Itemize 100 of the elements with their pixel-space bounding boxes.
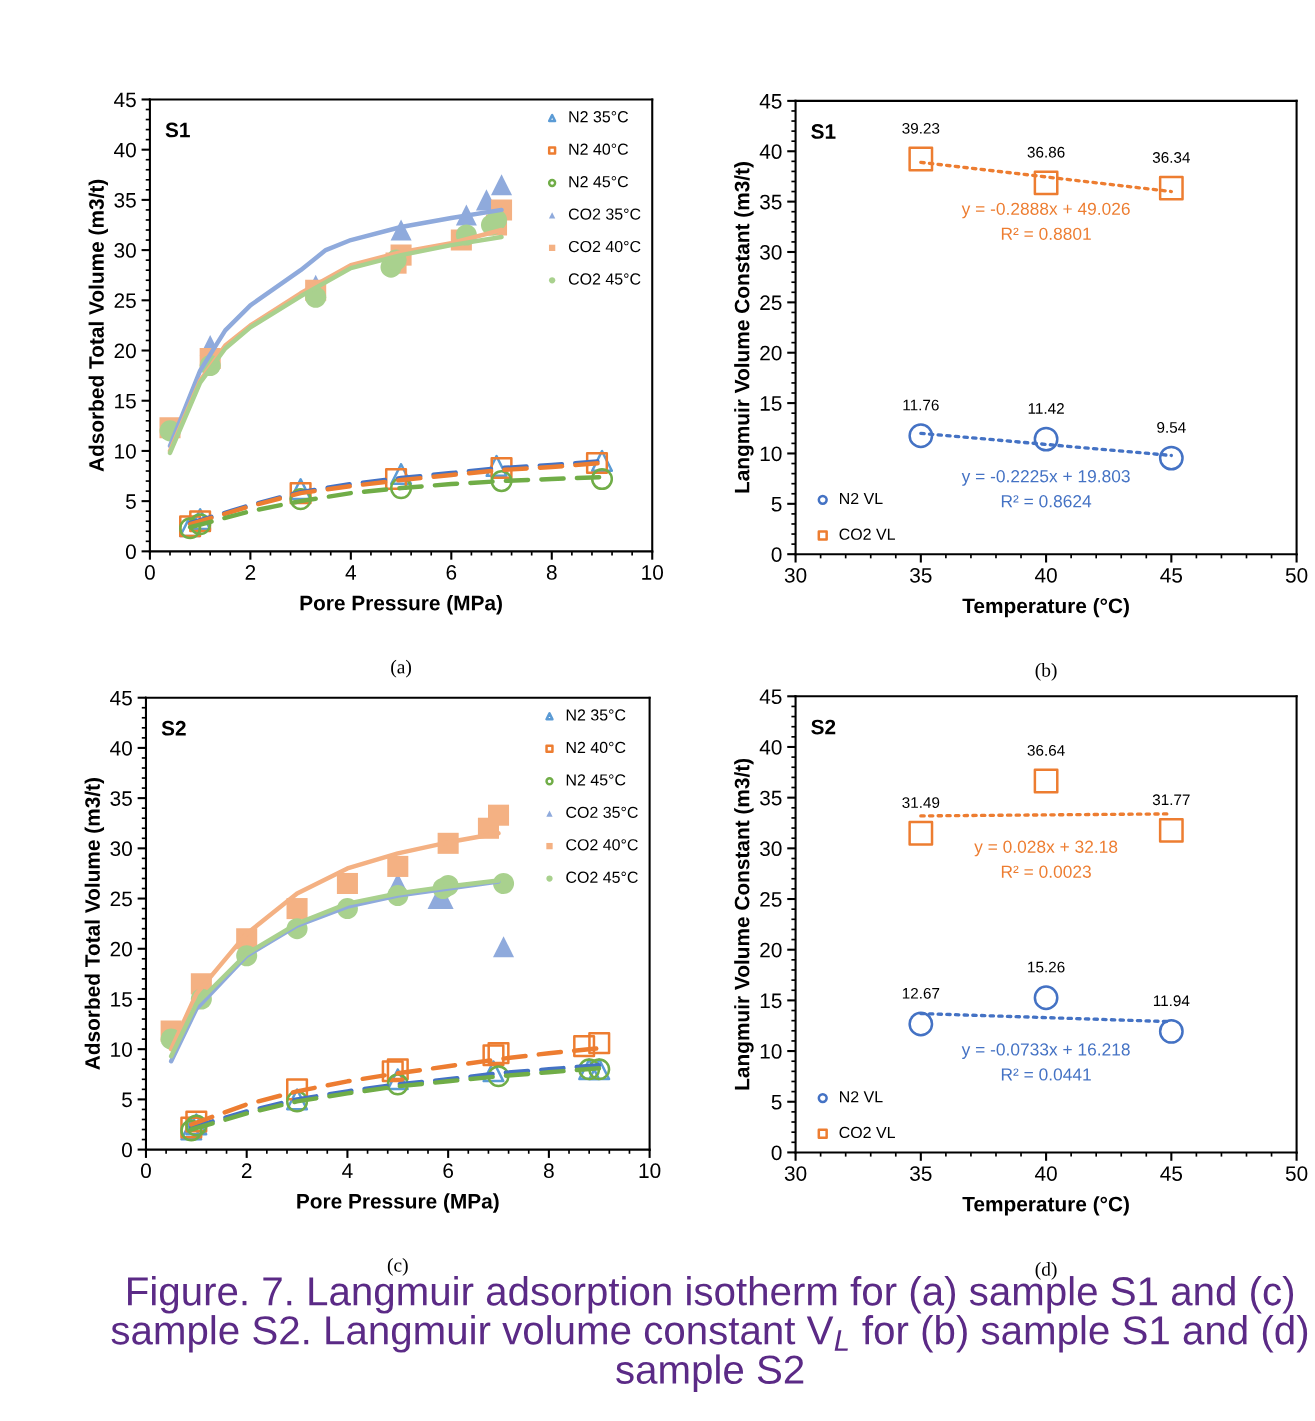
x-tick-label: 10	[642, 565, 664, 580]
annotation: S1	[165, 122, 190, 138]
y-tick-label: 15	[760, 993, 782, 1009]
y-tick-label: 35	[114, 192, 136, 208]
y-tick-label: 20	[114, 343, 136, 359]
data-label: 12.67	[902, 987, 940, 999]
data-label: 11.94	[1153, 995, 1190, 1007]
x-tick-label: 0	[144, 565, 155, 580]
y-tick-label: 35	[110, 791, 132, 806]
annotation: S1	[811, 124, 836, 139]
x-tick-label: 6	[443, 1163, 454, 1179]
legend-label: N2 45°C	[569, 175, 629, 188]
y-axis-title: Langmuir Volume Constant (m3/t)	[734, 758, 754, 1090]
x-tick-label: 40	[1034, 1166, 1057, 1181]
y-tick-label: 15	[111, 992, 132, 1007]
x-axis-title: Pore Pressure (MPa)	[297, 1193, 499, 1213]
x-axis-title: Temperature (°C)	[962, 1196, 1129, 1216]
y-tick-label: 25	[114, 293, 136, 309]
x-tick-label: 45	[1160, 1166, 1183, 1181]
x-tick-label: 50	[1285, 1166, 1308, 1181]
x-tick-label: 35	[910, 567, 932, 583]
x-tick-label: 30	[784, 1166, 807, 1181]
y-tick-label: 40	[759, 739, 782, 755]
annotation: S2	[811, 719, 836, 735]
data-label: 11.76	[903, 399, 939, 411]
text: (a)	[391, 659, 412, 678]
y-tick-label: 25	[110, 891, 132, 907]
annotation: R² = 0.8801	[1001, 227, 1091, 240]
legend-label: N2 40°C	[569, 143, 629, 155]
y-tick-label: 15	[115, 393, 136, 409]
data-label: 39.23	[902, 122, 940, 134]
annotation: R² = 0.8624	[1001, 495, 1092, 508]
x-tick-label: 50	[1285, 567, 1308, 583]
y-tick-label: 5	[771, 497, 782, 512]
x-tick-label: 8	[543, 1163, 554, 1179]
y-tick-label: 15	[760, 396, 782, 411]
y-tick-label: 20	[760, 345, 782, 361]
x-tick-label: 6	[446, 565, 457, 580]
y-tick-label: 5	[122, 1092, 132, 1108]
annotation: y = 0.028x + 32.18	[974, 840, 1118, 857]
data-label: 15.26	[1028, 961, 1065, 973]
y-tick-label: 25	[760, 295, 782, 311]
y-tick-label: 0	[125, 544, 136, 560]
legend-label: N2 VL	[840, 1091, 883, 1103]
x-tick-label: 0	[140, 1163, 151, 1179]
y-axis-title: Langmuir Volume Constant (m3/t)	[734, 162, 754, 493]
y-axis-title: Adsorbed Total Volume (m3/t)	[84, 778, 105, 1070]
y-tick-label: 45	[114, 92, 136, 108]
x-tick-label: 2	[245, 565, 256, 580]
y-tick-label: 45	[759, 689, 782, 705]
legend-label: CO2 45°C	[568, 273, 641, 285]
data-label: 11.42	[1028, 403, 1064, 414]
legend-label: N2 VL	[840, 492, 883, 505]
y-tick-label: 10	[760, 446, 782, 462]
text: (c)	[387, 1258, 408, 1276]
legend-label: N2 35°C	[569, 111, 629, 123]
x-tick-label: 4	[342, 1163, 353, 1178]
x-tick-label: 10	[639, 1163, 661, 1179]
y-tick-label: 35	[760, 194, 782, 210]
x-tick-label: 40	[1034, 567, 1057, 583]
y-tick-label: 0	[771, 1145, 782, 1161]
y-tick-label: 10	[760, 1044, 782, 1059]
y-tick-label: 30	[114, 243, 136, 258]
text: (b)	[1035, 663, 1057, 681]
y-axis-title: Adsorbed Total Volume (m3/t)	[88, 179, 108, 472]
x-tick-label: 30	[784, 567, 807, 583]
y-tick-label: 25	[760, 892, 782, 907]
data-label: 36.34	[1152, 152, 1191, 163]
data-label: 31.77	[1152, 794, 1190, 806]
legend-label: CO2 35°C	[566, 806, 638, 818]
legend-label: N2 45°C	[566, 774, 626, 786]
legend-label: CO2 45°C	[566, 871, 638, 883]
x-tick-label: 2	[241, 1163, 252, 1178]
y-tick-label: 30	[110, 841, 132, 857]
y-tick-label: 45	[759, 94, 782, 109]
legend-label: CO2 VL	[839, 1126, 895, 1139]
y-tick-label: 0	[122, 1142, 132, 1158]
annotation: y = -0.2888x + 49.026	[961, 202, 1130, 219]
x-axis-title: Pore Pressure (MPa)	[300, 595, 502, 615]
y-tick-label: 0	[771, 547, 782, 562]
legend-label: CO2 40°C	[568, 240, 641, 253]
x-axis-title: Temperature (°C)	[962, 597, 1129, 618]
annotation: R² = 0.0441	[1001, 1068, 1091, 1081]
y-tick-label: 10	[111, 1042, 132, 1057]
x-tick-label: 4	[345, 565, 357, 580]
x-tick-label: 8	[546, 565, 557, 580]
data-label: 9.54	[1157, 422, 1186, 433]
data-label: 36.64	[1027, 744, 1065, 756]
y-tick-label: 30	[760, 841, 782, 857]
y-tick-label: 5	[125, 494, 136, 509]
data-label: 36.86	[1027, 146, 1065, 158]
legend-label: CO2 VL	[839, 528, 895, 540]
annotation: S2	[161, 720, 186, 736]
y-tick-label: 40	[759, 144, 782, 160]
y-tick-label: 35	[760, 790, 782, 806]
annotation: y = -0.0733x + 16.218	[961, 1043, 1130, 1060]
y-tick-label: 20	[760, 942, 782, 958]
y-tick-label: 10	[115, 443, 136, 459]
legend-label: CO2 40°C	[566, 839, 638, 851]
y-tick-label: 20	[110, 941, 132, 957]
